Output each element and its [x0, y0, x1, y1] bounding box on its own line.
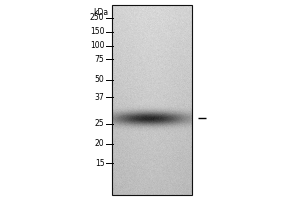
- Text: 250: 250: [90, 14, 104, 22]
- Text: 75: 75: [95, 54, 104, 64]
- Text: 25: 25: [95, 119, 104, 129]
- Text: 15: 15: [95, 158, 104, 168]
- Text: 50: 50: [95, 75, 104, 84]
- Text: 150: 150: [90, 27, 104, 36]
- Text: kDa: kDa: [93, 8, 108, 17]
- Bar: [112, 5, 192, 195]
- Text: 100: 100: [90, 42, 104, 50]
- Text: 37: 37: [95, 92, 104, 102]
- Text: 20: 20: [95, 140, 104, 148]
